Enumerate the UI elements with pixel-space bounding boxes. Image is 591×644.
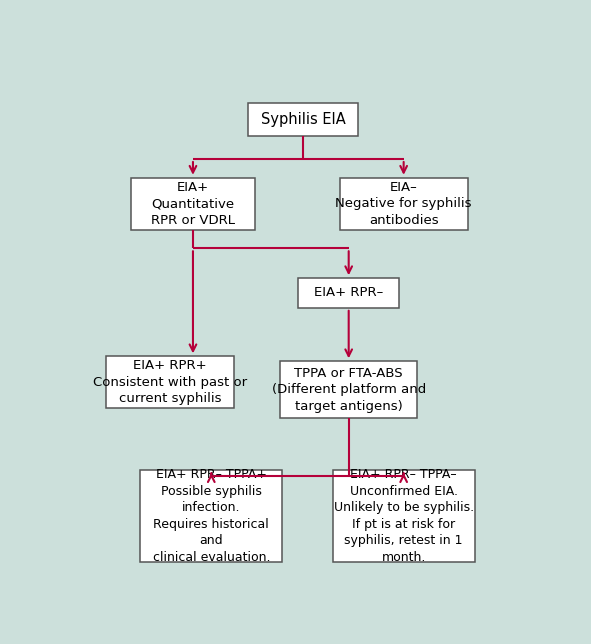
Text: EIA–
Negative for syphilis
antibodies: EIA– Negative for syphilis antibodies <box>336 181 472 227</box>
Text: EIA+
Quantitative
RPR or VDRL: EIA+ Quantitative RPR or VDRL <box>151 181 235 227</box>
FancyBboxPatch shape <box>298 278 399 308</box>
Text: EIA+ RPR–: EIA+ RPR– <box>314 287 384 299</box>
Text: TPPA or FTA-ABS
(Different platform and
target antigens): TPPA or FTA-ABS (Different platform and … <box>272 366 426 413</box>
Text: EIA+ RPR– TPPA+
Possible syphilis
infection.
Requires historical
and
clinical ev: EIA+ RPR– TPPA+ Possible syphilis infect… <box>152 468 270 564</box>
FancyBboxPatch shape <box>339 178 468 230</box>
FancyBboxPatch shape <box>333 470 475 562</box>
FancyBboxPatch shape <box>280 361 417 418</box>
Text: EIA+ RPR+
Consistent with past or
current syphilis: EIA+ RPR+ Consistent with past or curren… <box>93 359 247 405</box>
Text: EIA+ RPR– TPPA–
Unconfirmed EIA.
Unlikely to be syphilis.
If pt is at risk for
s: EIA+ RPR– TPPA– Unconfirmed EIA. Unlikel… <box>333 468 474 564</box>
Text: Syphilis EIA: Syphilis EIA <box>261 112 345 127</box>
FancyBboxPatch shape <box>140 470 282 562</box>
FancyBboxPatch shape <box>131 178 255 230</box>
FancyBboxPatch shape <box>248 103 358 135</box>
FancyBboxPatch shape <box>106 356 234 408</box>
